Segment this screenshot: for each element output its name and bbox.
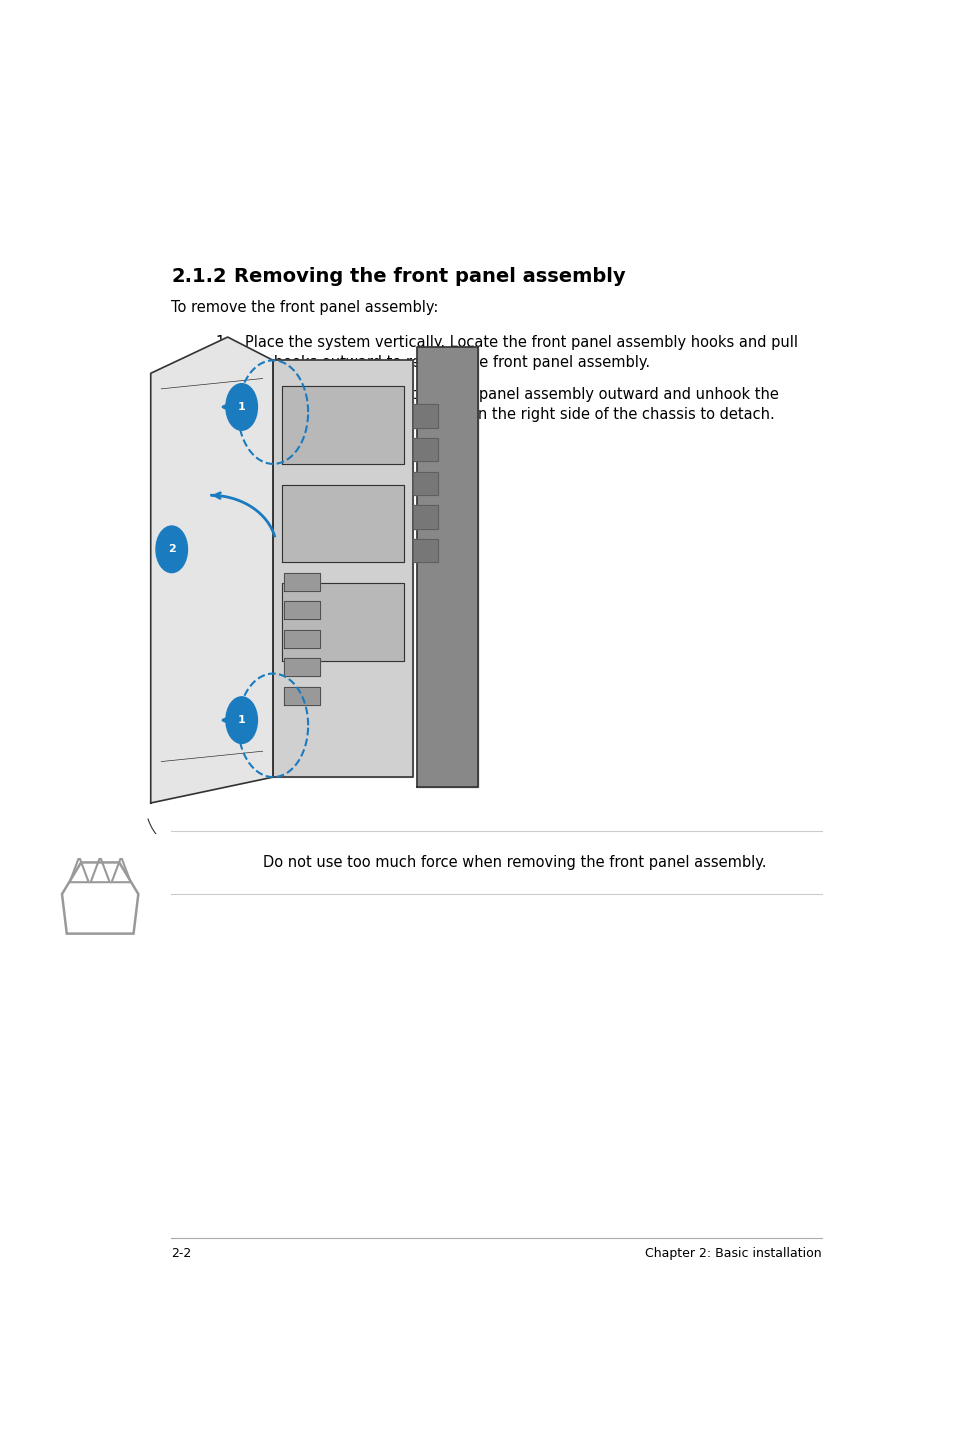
Polygon shape [413, 439, 437, 462]
Polygon shape [283, 686, 320, 705]
Text: 2-2: 2-2 [171, 1247, 191, 1260]
Polygon shape [283, 630, 320, 647]
Polygon shape [273, 361, 413, 777]
Text: 2.: 2. [215, 387, 230, 403]
Polygon shape [282, 582, 404, 660]
Text: Chapter 2: Basic installation: Chapter 2: Basic installation [644, 1247, 821, 1260]
Text: To remove the front panel assembly:: To remove the front panel assembly: [171, 301, 438, 315]
Text: Swing the left edge of the front panel assembly outward and unhook the
hinge-lik: Swing the left edge of the front panel a… [245, 387, 778, 423]
Text: 2: 2 [168, 545, 175, 554]
Polygon shape [282, 485, 404, 562]
Text: 1.: 1. [215, 335, 229, 351]
Polygon shape [416, 348, 477, 788]
Circle shape [156, 526, 188, 572]
Polygon shape [151, 336, 273, 802]
Circle shape [226, 697, 257, 743]
Text: 1: 1 [237, 403, 245, 411]
Circle shape [226, 384, 257, 430]
Polygon shape [283, 659, 320, 676]
Polygon shape [282, 387, 404, 464]
Polygon shape [413, 505, 437, 529]
Polygon shape [413, 404, 437, 427]
Polygon shape [283, 572, 320, 591]
Text: Removing the front panel assembly: Removing the front panel assembly [233, 266, 625, 286]
Text: 2.1.2: 2.1.2 [171, 266, 227, 286]
Polygon shape [413, 472, 437, 495]
Text: Place the system vertically. Locate the front panel assembly hooks and pull
the : Place the system vertically. Locate the … [245, 335, 797, 370]
Text: Do not use too much force when removing the front panel assembly.: Do not use too much force when removing … [263, 856, 766, 870]
Polygon shape [413, 539, 437, 562]
Polygon shape [283, 601, 320, 620]
Text: 1: 1 [237, 715, 245, 725]
